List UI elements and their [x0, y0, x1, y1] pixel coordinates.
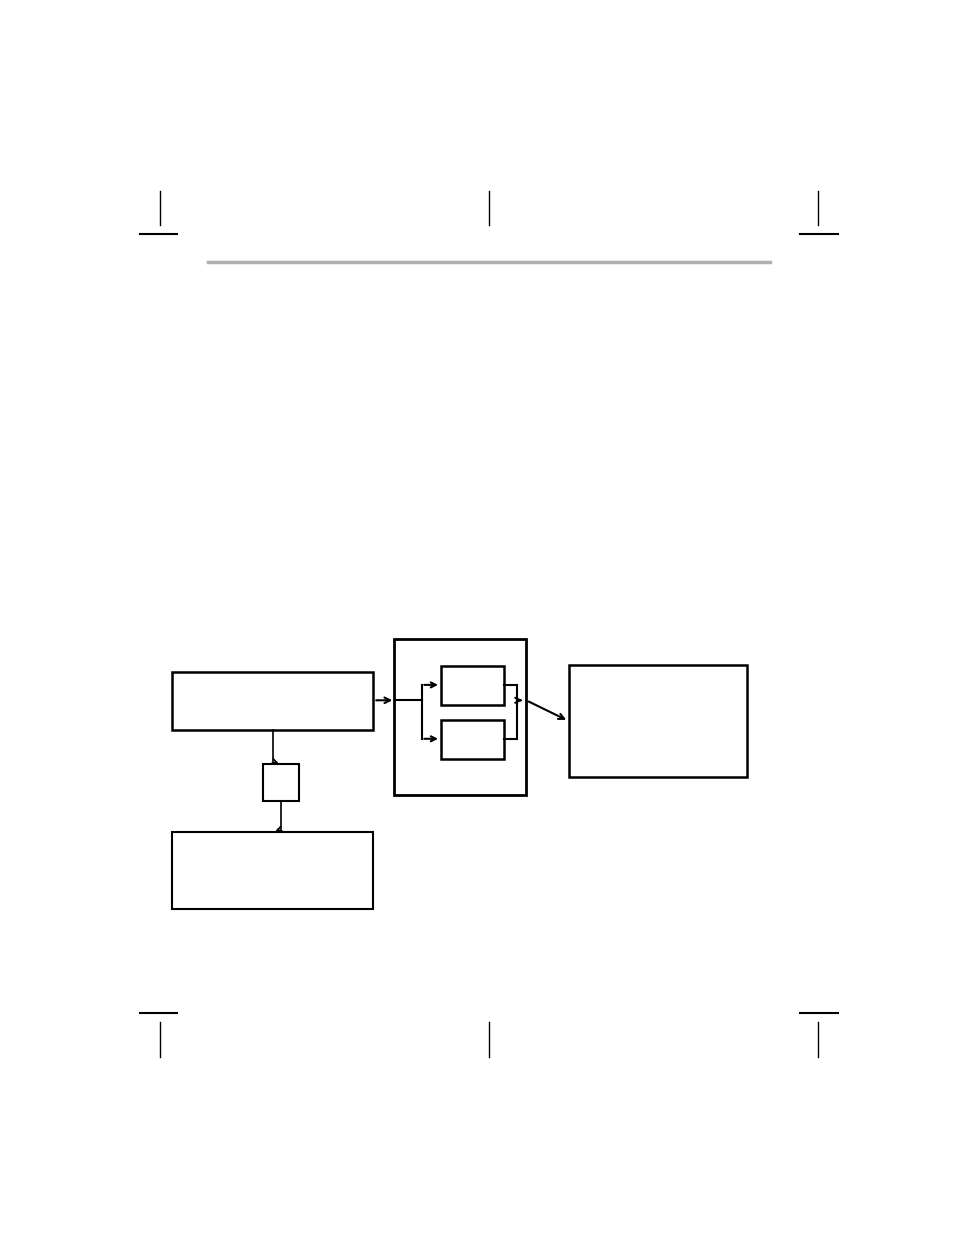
Bar	[172, 832, 373, 909]
Bar	[263, 764, 298, 802]
Bar	[568, 664, 746, 777]
Bar	[440, 720, 504, 758]
Bar	[172, 672, 373, 730]
Bar	[440, 666, 504, 705]
Bar	[394, 638, 525, 795]
